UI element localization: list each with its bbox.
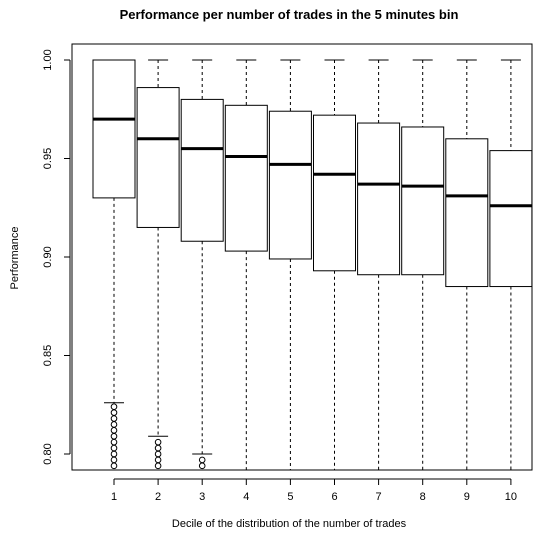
outlier-point [110, 427, 118, 434]
outlier-point [110, 438, 118, 446]
y-tick-label: 0.80 [42, 443, 54, 464]
box [92, 59, 136, 199]
x-tick-label: 2 [155, 491, 161, 503]
x-tick-label: 8 [420, 491, 426, 503]
chart-title: Performance per number of trades in the … [120, 7, 459, 22]
outlier-point [154, 444, 162, 452]
y-axis-label: Performance [9, 227, 21, 290]
chart-marks: 0.80 0.85 0.90 0.95 1.00 1 2 3 4 5 6 7 8 9 10 [42, 49, 533, 503]
box [401, 126, 445, 276]
y-tick-label: 0.95 [42, 148, 54, 169]
box [445, 138, 489, 288]
x-tick-label: 5 [287, 491, 293, 503]
box [489, 150, 533, 288]
outlier-point [110, 432, 118, 440]
outlier-point [110, 462, 118, 470]
y-tick-label: 0.90 [42, 246, 54, 267]
x-tick-label: 3 [199, 491, 205, 503]
outlier-point [154, 462, 162, 470]
outlier-point [154, 456, 162, 464]
outlier-point [154, 438, 162, 446]
outlier-point [110, 421, 118, 428]
box [357, 122, 401, 276]
x-tick-label: 9 [464, 491, 470, 503]
outlier-point [110, 403, 118, 411]
x-tick-label: 1 [111, 491, 117, 503]
x-tick-label: 7 [376, 491, 382, 503]
outlier-point [110, 444, 118, 452]
outlier-point [110, 415, 118, 422]
x-tick-label: 10 [505, 491, 517, 503]
outlier-point [110, 409, 118, 416]
x-axis-label: Decile of the distribution of the number… [172, 518, 407, 530]
box [224, 104, 268, 252]
outlier-point [198, 462, 206, 470]
outlier-point [110, 450, 118, 458]
y-tick-label: 1.00 [42, 49, 54, 70]
outlier-point [154, 450, 162, 458]
outlier-point [198, 456, 206, 464]
x-tick-label: 4 [243, 491, 249, 503]
box [268, 110, 312, 260]
box [136, 87, 180, 228]
x-tick-label: 6 [331, 491, 337, 503]
box [313, 114, 356, 272]
outlier-point [110, 456, 118, 464]
y-tick-label: 0.85 [42, 345, 54, 366]
box [180, 98, 224, 242]
